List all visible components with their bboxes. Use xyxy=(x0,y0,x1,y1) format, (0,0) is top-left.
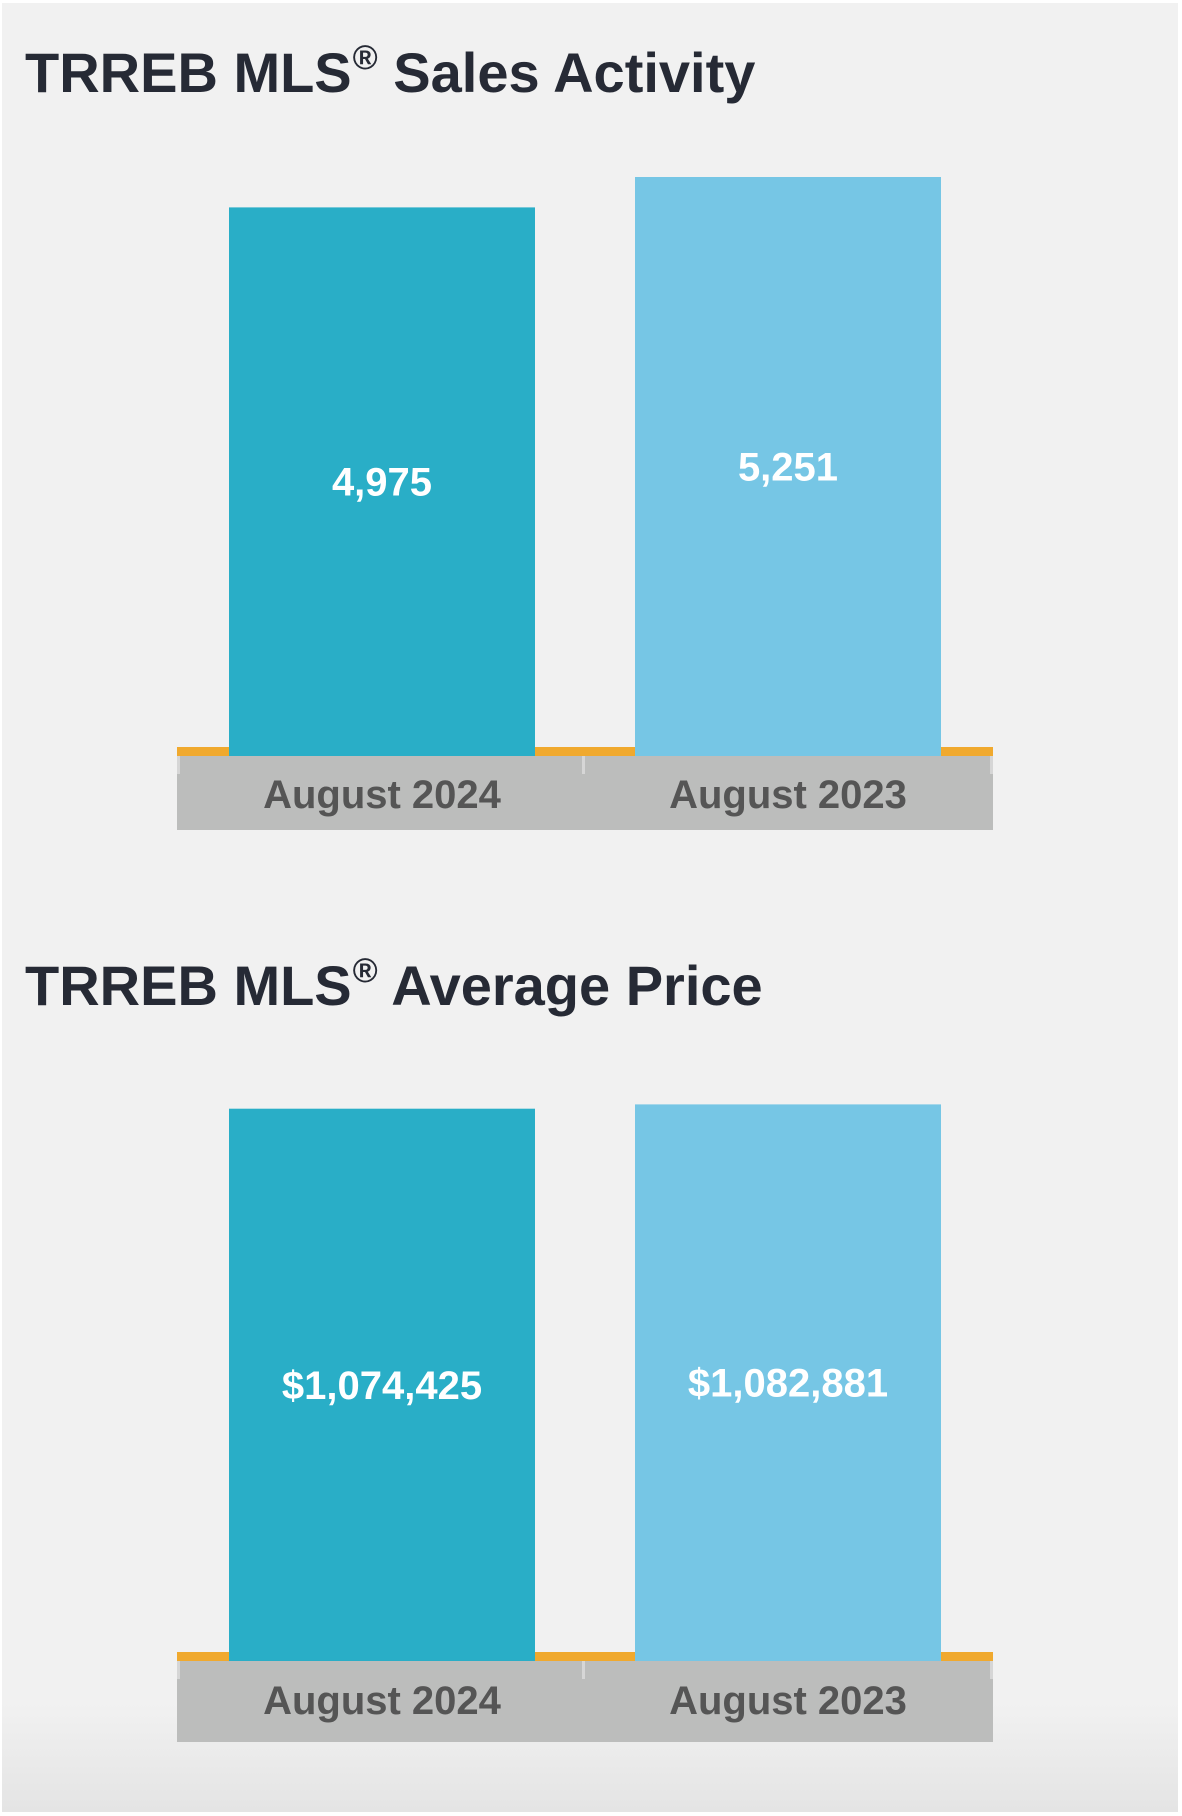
axis-tick-right xyxy=(990,756,993,774)
registered-mark: ® xyxy=(352,39,378,77)
title-suffix: Average Price xyxy=(391,954,763,1017)
axis-tick-middle xyxy=(582,756,585,774)
title-text: TRREB MLS xyxy=(25,954,352,1017)
axis-tick-left xyxy=(177,756,180,774)
value-label: 5,251 xyxy=(738,446,838,490)
value-label: $1,082,881 xyxy=(688,1362,888,1406)
category-label: August 2023 xyxy=(669,773,907,817)
sales-activity-chart: 4,975 5,251 August 2024 August 2023 xyxy=(177,177,993,830)
value-label: 4,975 xyxy=(332,461,432,505)
report-panel xyxy=(2,3,1178,1812)
category-label: August 2023 xyxy=(669,1679,907,1723)
registered-mark: ® xyxy=(352,952,378,990)
category-label: August 2024 xyxy=(263,1679,502,1723)
value-label: $1,074,425 xyxy=(282,1364,482,1408)
axis-tick-left xyxy=(177,1661,180,1679)
bar-august-2024 xyxy=(229,207,535,756)
category-label: August 2024 xyxy=(263,773,502,817)
axis-line xyxy=(177,747,993,756)
axis-tick-middle xyxy=(582,1661,585,1679)
bar-august-2023 xyxy=(635,1104,941,1661)
title-text: TRREB MLS xyxy=(25,41,352,104)
average-price-chart: $1,074,425 $1,082,881 August 2024 August… xyxy=(177,1104,993,1742)
title-suffix: Sales Activity xyxy=(393,41,756,104)
average-price-title: TRREB MLS® Average Price xyxy=(25,954,763,1014)
sales-activity-title: TRREB MLS® Sales Activity xyxy=(25,41,755,101)
bar-august-2023 xyxy=(635,177,941,756)
axis-line xyxy=(177,1652,993,1661)
axis-tick-right xyxy=(990,1661,993,1679)
bar-august-2024 xyxy=(229,1108,535,1661)
